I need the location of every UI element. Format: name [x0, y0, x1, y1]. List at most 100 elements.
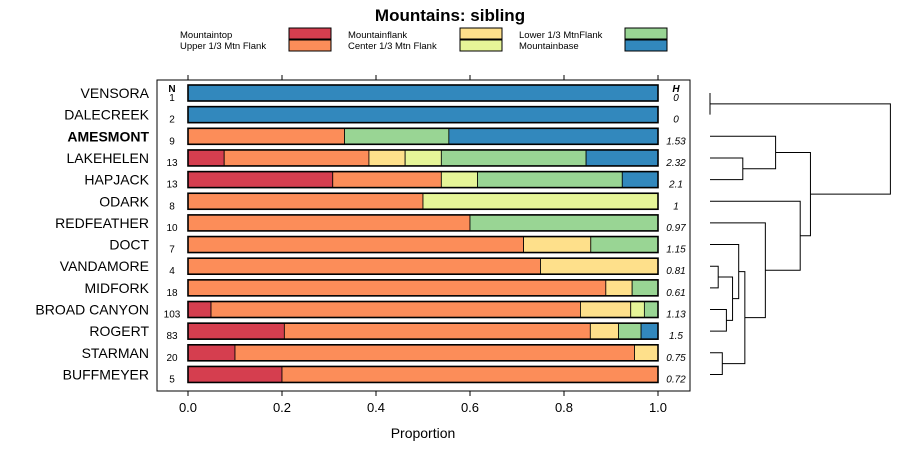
h-value: 1 [673, 201, 679, 212]
category-label: ODARK [99, 193, 149, 209]
bar-segment [640, 322, 659, 340]
h-value: 0.81 [666, 266, 685, 277]
x-axis: 0.0 0.2 0.4 0.6 0.8 1.0 [179, 75, 667, 415]
bar-segment [585, 149, 659, 167]
bar-segment [187, 366, 283, 383]
bar-outline [187, 235, 659, 254]
bar-outline [187, 192, 659, 211]
plot-frame [156, 79, 691, 392]
bar-segment [634, 344, 659, 362]
chart-title: Mountains: sibling [375, 6, 525, 25]
bar-outline [187, 214, 659, 232]
n-column-header: N [168, 84, 175, 95]
legend-swatch [288, 39, 332, 52]
legend-label: Mountainflank [348, 30, 407, 41]
n-value: 2 [169, 115, 175, 126]
dendrogram-branch [710, 244, 740, 300]
h-value: 1.15 [666, 245, 686, 256]
bar-segment [187, 149, 225, 167]
x-tick-label: 0.8 [555, 400, 573, 415]
bar-segment [283, 322, 591, 340]
bar-segment [540, 257, 659, 275]
bar-segment [187, 192, 424, 210]
bar-segment [643, 301, 659, 318]
bar-outline [187, 127, 659, 146]
bar-outline [187, 257, 659, 276]
bar-segment [580, 301, 632, 318]
n-value: 8 [169, 201, 175, 212]
bar-outline [187, 365, 659, 384]
bar-segment [187, 214, 471, 232]
n-value: 13 [166, 180, 178, 191]
bar-segment [187, 106, 659, 124]
bar-segment [590, 236, 659, 253]
category-label: DALECREEK [64, 107, 149, 123]
legend-swatch [624, 39, 668, 52]
dendrogram-branch [710, 265, 719, 289]
category-label: DOCT [109, 237, 149, 253]
dendrogram-branch [710, 352, 723, 375]
h-column-header: H [672, 84, 680, 95]
bar-segment [404, 149, 442, 167]
h-value: 0 [673, 93, 679, 104]
category-label: REDFEATHER [55, 215, 149, 231]
x-axis-label: Proportion [391, 425, 456, 441]
bar-segment [187, 322, 285, 340]
bar-segment [187, 127, 345, 145]
bar-outline [187, 343, 659, 362]
bar-segment [210, 301, 581, 318]
legend-label: Mountainbase [519, 41, 579, 52]
category-label: BUFFMEYER [63, 366, 149, 382]
bar-segment [630, 301, 645, 318]
category-label: VENSORA [81, 85, 150, 101]
bar-segment [223, 149, 370, 167]
x-tick-label: 0.0 [179, 400, 197, 415]
h-value: 1.5 [669, 331, 683, 342]
h-value: 0.97 [666, 223, 686, 234]
bar-outline [187, 300, 659, 319]
dendrogram [709, 93, 891, 375]
bar-segment [187, 236, 524, 253]
bar-outline [187, 322, 659, 340]
dendrogram-branch [710, 200, 801, 271]
dendrogram-branch [710, 103, 891, 195]
category-label: MIDFORK [84, 280, 149, 296]
category-label: STARMAN [82, 345, 149, 361]
legend-swatch [288, 27, 332, 40]
bar-segment [281, 366, 659, 383]
n-value: 10 [166, 223, 178, 234]
n-value: 20 [166, 353, 178, 364]
category-label: AMESMONT [67, 128, 149, 144]
bar-segment [618, 322, 642, 340]
n-value: 103 [164, 310, 181, 321]
n-value: 4 [169, 266, 175, 277]
dendrogram-branch [775, 152, 811, 237]
bar-segment [448, 127, 659, 145]
bar-segment [440, 149, 587, 167]
n-value: 1 [169, 93, 175, 104]
bar-segment [469, 214, 659, 232]
h-value: 0.72 [666, 374, 686, 385]
bar-outline [187, 105, 659, 124]
bar-segment [368, 149, 406, 167]
legend-swatch [459, 39, 503, 52]
bar-segment [589, 322, 619, 340]
legend-label: Lower 1/3 MtnFlank [519, 30, 603, 41]
bar-outline [187, 279, 659, 297]
category-label: HAPJACK [84, 172, 149, 188]
bar-segment [523, 236, 592, 253]
category-label: VANDAMORE [60, 258, 149, 274]
bar-segment [440, 171, 478, 189]
x-tick-label: 1.0 [649, 400, 667, 415]
n-value: 9 [169, 136, 175, 147]
n-value: 13 [166, 158, 178, 169]
category-label: LAKEHELEN [67, 150, 149, 166]
legend-label: Upper 1/3 Mtn Flank [180, 41, 266, 52]
n-value: 5 [169, 374, 175, 385]
h-value: 2.1 [668, 180, 683, 191]
dendrogram-branch [718, 276, 734, 321]
h-value: 0 [673, 115, 679, 126]
